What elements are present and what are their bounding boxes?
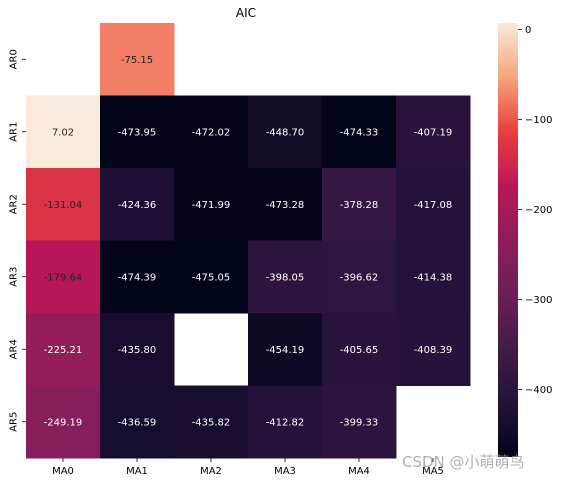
cell-value-label: -249.19 xyxy=(44,417,83,428)
cell-value-label: -474.33 xyxy=(340,127,379,138)
column-tick-label-ma0: MA0 xyxy=(52,466,74,477)
heatmap-cell-ar4-ma3 xyxy=(248,313,323,386)
heatmap-cell-ar3-ma5 xyxy=(396,240,471,314)
row-tick-label-ar3: AR3 xyxy=(9,267,20,287)
cell-value-label: -407.19 xyxy=(414,127,453,138)
heatmap-cell-ar2-ma1 xyxy=(100,168,175,241)
column-tick-label-ma3: MA3 xyxy=(274,466,296,477)
heatmap-cell-ar5-ma2 xyxy=(174,385,249,459)
cell-value-label: -473.28 xyxy=(266,200,305,211)
cell-value-label: -131.04 xyxy=(44,200,83,211)
row-tick-label-ar4: AR4 xyxy=(9,339,20,359)
heatmap-cell-ar4-ma4 xyxy=(322,313,397,386)
heatmap-cell-ar1-ma0 xyxy=(26,95,101,169)
cell-value-label: -454.19 xyxy=(266,345,305,356)
cell-value-label: -435.82 xyxy=(192,417,231,428)
heatmap-cell-ar3-ma3 xyxy=(248,240,323,314)
cell-value-label: -399.33 xyxy=(340,417,379,428)
heatmap-cell-ar3-ma4 xyxy=(322,240,397,314)
heatmap-cell-ar5-ma0 xyxy=(26,385,101,459)
colorbar-ticks: 0 −100 −200 −300 −400 xyxy=(518,25,552,396)
colorbar-tick-label: −400 xyxy=(525,385,552,396)
heatmap-cell-ar3-ma2 xyxy=(174,240,249,314)
row-tick-label-ar2: AR2 xyxy=(9,194,20,214)
cell-value-label: -472.02 xyxy=(192,127,231,138)
heatmap-cells: -75.15 7.02 -473.95 -472.02 -448.70 -474.33 -4… xyxy=(26,23,471,459)
heatmap-cell-ar1-ma5 xyxy=(396,95,471,169)
heatmap-cell-ar1-ma3 xyxy=(248,95,323,169)
heatmap-cell-ar1-ma1 xyxy=(100,95,175,169)
cell-value-label: -424.36 xyxy=(118,200,157,211)
heatmap-cell-ar1-ma2 xyxy=(174,95,249,169)
row-tick-labels: AR0 AR1 AR2 AR3 AR4 AR5 xyxy=(9,49,26,432)
cell-value-label: -448.70 xyxy=(266,127,305,138)
cell-value-label: -417.08 xyxy=(414,200,453,211)
heatmap-cell-ar3-ma1 xyxy=(100,240,175,314)
cell-value-label: -473.95 xyxy=(118,127,157,138)
heatmap-cell-ar1-ma4 xyxy=(322,95,397,169)
heatmap-cell-ar2-ma3 xyxy=(248,168,323,241)
colorbar-tick-label: −100 xyxy=(525,115,552,126)
cell-value-label: -475.05 xyxy=(192,272,231,283)
cell-value-label: -225.21 xyxy=(44,345,83,356)
row-tick-label-ar5: AR5 xyxy=(9,412,20,432)
cell-value-label: -378.28 xyxy=(340,200,379,211)
column-tick-label-ma2: MA2 xyxy=(200,466,222,477)
watermark-text: CSDN @小萌萌鸟 xyxy=(402,453,525,471)
cell-value-label: -75.15 xyxy=(121,55,153,66)
heatmap-cell-ar5-ma1 xyxy=(100,385,175,459)
cell-value-label: -405.65 xyxy=(340,345,379,356)
row-tick-label-ar0: AR0 xyxy=(9,49,20,69)
cell-value-label: -408.39 xyxy=(414,345,453,356)
cell-value-label: -179.64 xyxy=(44,272,83,283)
heatmap-cell-ar5-ma4 xyxy=(322,385,397,459)
colorbar xyxy=(498,23,518,457)
cell-value-label: -414.38 xyxy=(414,272,453,283)
cell-value-label: -436.59 xyxy=(118,417,157,428)
colorbar-tick-label: −300 xyxy=(525,295,552,306)
colorbar-tick-label: −200 xyxy=(525,205,552,216)
cell-value-label: 7.02 xyxy=(52,127,74,138)
cell-value-label: -398.05 xyxy=(266,272,305,283)
heatmap-cell-ar5-ma3 xyxy=(248,385,323,459)
cell-value-label: -396.62 xyxy=(340,272,379,283)
row-tick-label-ar1: AR1 xyxy=(9,122,20,142)
heatmap-cell-ar2-ma4 xyxy=(322,168,397,241)
column-tick-label-ma5: MA5 xyxy=(422,466,444,477)
heatmap-cell-ar2-ma5 xyxy=(396,168,471,241)
heatmap-cell-ar4-ma0 xyxy=(26,313,101,386)
cell-value-label: -435.80 xyxy=(118,345,157,356)
column-tick-label-ma1: MA1 xyxy=(126,466,148,477)
cell-value-label: -471.99 xyxy=(192,200,231,211)
chart-title: AIC xyxy=(236,6,256,20)
heatmap-cell-ar2-ma0 xyxy=(26,168,101,241)
heatmap-cell-ar4-ma1 xyxy=(100,313,175,386)
cell-value-label: -474.39 xyxy=(118,272,157,283)
heatmap-cell-ar0-ma1 xyxy=(100,23,175,96)
heatmap-cell-ar2-ma2 xyxy=(174,168,249,241)
column-tick-labels: MA0 MA1 MA2 MA3 MA4 MA5 xyxy=(52,458,444,477)
colorbar-tick-label: 0 xyxy=(525,25,531,36)
heatmap-cell-ar4-ma5 xyxy=(396,313,471,386)
heatmap-cell-ar3-ma0 xyxy=(26,240,101,314)
column-tick-label-ma4: MA4 xyxy=(348,466,370,477)
cell-value-label: -412.82 xyxy=(266,417,305,428)
